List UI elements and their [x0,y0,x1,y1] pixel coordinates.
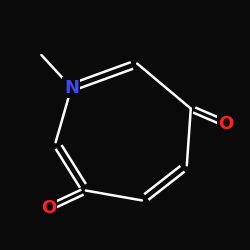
Text: O: O [218,114,234,132]
Text: N: N [64,78,79,96]
Text: O: O [41,199,56,217]
